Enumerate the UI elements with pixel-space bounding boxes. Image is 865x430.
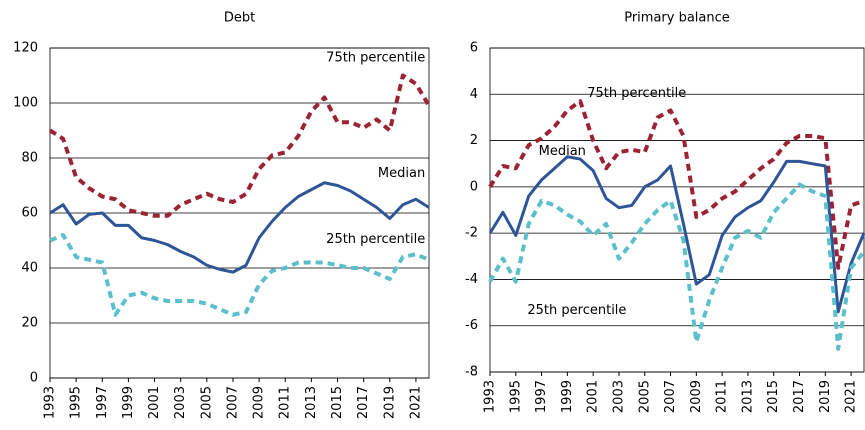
- y-tick-label: 100: [13, 96, 38, 111]
- series-line: [488, 182, 865, 351]
- x-tick-label: 2015: [766, 380, 781, 413]
- x-tick-label: 1997: [534, 380, 549, 413]
- x-tick-label: 2009: [689, 380, 704, 413]
- x-tick-label: 2021: [844, 380, 859, 413]
- x-tick-label: 2009: [252, 386, 267, 419]
- y-tick-label: -4: [465, 272, 478, 287]
- x-tick-label: 1999: [560, 380, 575, 413]
- series-line: [488, 99, 865, 270]
- x-tick-label: 2005: [199, 386, 214, 419]
- x-tick-label: 2013: [304, 386, 319, 419]
- series-label: Median: [378, 166, 425, 181]
- y-tick-label: 6: [470, 41, 478, 56]
- y-tick-label: 4: [470, 87, 478, 102]
- x-tick-label: 2019: [382, 386, 397, 419]
- y-tick-label: 120: [13, 41, 38, 56]
- x-tick-label: 1993: [43, 386, 58, 419]
- x-tick-label: 1995: [69, 386, 84, 419]
- x-tick-label: 2019: [818, 380, 833, 413]
- series-line: [49, 233, 430, 317]
- series-label: Median: [539, 144, 586, 159]
- series-line: [488, 155, 865, 314]
- x-tick-label: 2007: [225, 386, 240, 419]
- x-tick-label: 2007: [663, 380, 678, 413]
- x-tick-label: 1993: [483, 380, 498, 413]
- y-tick-label: 2: [470, 133, 478, 148]
- series-label: 25th percentile: [326, 232, 425, 247]
- y-tick-label: 80: [21, 151, 38, 166]
- x-tick-label: 2001: [147, 386, 162, 419]
- series-line: [49, 181, 430, 274]
- x-tick-label: 2003: [173, 386, 188, 419]
- y-tick-label: 40: [21, 261, 38, 276]
- x-tick-label: 2003: [611, 380, 626, 413]
- x-tick-label: 2005: [637, 380, 652, 413]
- x-tick-label: 1999: [121, 386, 136, 419]
- y-tick-label: -8: [465, 365, 478, 380]
- x-tick-label: 2017: [792, 380, 807, 413]
- chart-title: Primary balance: [624, 11, 730, 26]
- chart-title: Debt: [224, 11, 255, 26]
- x-tick-label: 1995: [508, 380, 523, 413]
- y-tick-label: 20: [21, 316, 38, 331]
- x-tick-label: 2017: [356, 386, 371, 419]
- series-label: 75th percentile: [587, 86, 686, 101]
- y-tick-label: -6: [465, 318, 478, 333]
- x-tick-label: 2001: [586, 380, 601, 413]
- y-tick-label: 60: [21, 206, 38, 221]
- series-label: 75th percentile: [326, 50, 425, 65]
- x-tick-label: 2015: [330, 386, 345, 419]
- plot-frame: [489, 47, 865, 373]
- x-tick-label: 1997: [95, 386, 110, 419]
- x-tick-label: 2013: [740, 380, 755, 413]
- y-tick-label: 0: [470, 179, 478, 194]
- series-line: [48, 73, 431, 218]
- y-tick-label: 0: [30, 371, 38, 386]
- series-label: 25th percentile: [527, 303, 626, 318]
- x-tick-label: 2011: [715, 380, 730, 413]
- x-tick-label: 2021: [408, 386, 423, 419]
- y-tick-label: -2: [465, 226, 478, 241]
- x-tick-label: 2011: [278, 386, 293, 419]
